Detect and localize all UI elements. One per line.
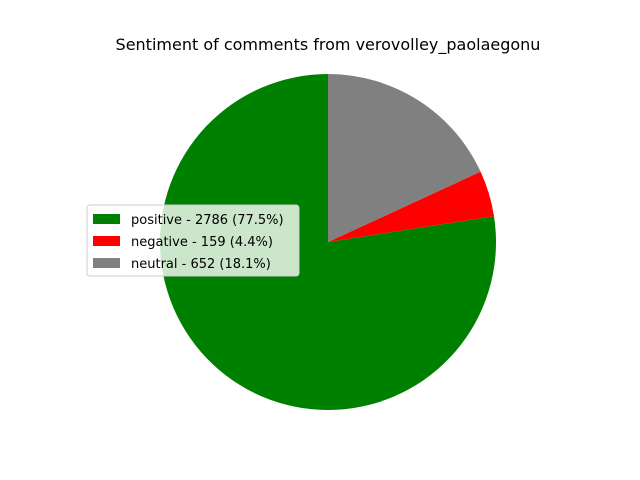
pie-slice-negative [328, 171, 495, 242]
legend-label-negative: negative - 159 (4.4%) [131, 235, 273, 250]
pie-slice-neutral [328, 74, 481, 242]
chart-title: Sentiment of comments from verovolley_pa… [116, 35, 541, 55]
pie-slice-positive [160, 74, 496, 411]
legend: positive - 2786 (77.5%) negative - 159 (4… [86, 204, 300, 277]
legend-swatch-positive [93, 214, 120, 224]
legend-swatch-negative [93, 236, 120, 246]
pie-slices [160, 74, 496, 411]
legend-swatch-neutral [93, 258, 120, 268]
legend-label-neutral: neutral - 652 (18.1%) [131, 257, 271, 272]
legend-items: positive - 2786 (77.5%) negative - 159 (4… [93, 213, 284, 272]
legend-box [86, 204, 300, 277]
legend-label-positive: positive - 2786 (77.5%) [131, 213, 284, 228]
